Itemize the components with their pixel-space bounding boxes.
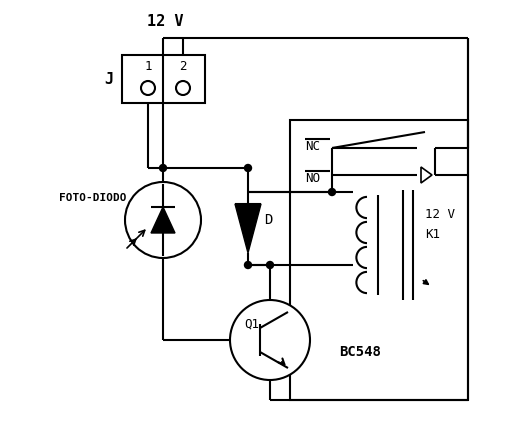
Circle shape: [230, 300, 310, 380]
Circle shape: [125, 182, 201, 258]
Circle shape: [267, 261, 274, 269]
Text: D: D: [264, 213, 272, 227]
Text: FOTO-DIODO: FOTO-DIODO: [59, 193, 127, 203]
Text: NO: NO: [305, 172, 320, 185]
Bar: [122, 55, 205, 103]
Text: 12 V: 12 V: [425, 209, 455, 222]
Polygon shape: [235, 204, 261, 253]
Text: J: J: [105, 72, 113, 86]
Bar: [290, 120, 468, 400]
Circle shape: [160, 165, 166, 172]
Text: NC: NC: [305, 140, 320, 152]
Polygon shape: [151, 207, 175, 233]
Circle shape: [141, 81, 155, 95]
Text: BC548: BC548: [339, 345, 381, 359]
Circle shape: [176, 81, 190, 95]
Text: K1: K1: [425, 229, 440, 241]
Circle shape: [329, 188, 335, 196]
Text: 1: 1: [144, 60, 152, 73]
Circle shape: [244, 261, 252, 269]
Polygon shape: [421, 167, 432, 183]
Text: 2: 2: [179, 60, 187, 73]
Circle shape: [244, 165, 252, 172]
Text: 12 V: 12 V: [147, 15, 183, 29]
Text: Q1: Q1: [244, 318, 259, 330]
